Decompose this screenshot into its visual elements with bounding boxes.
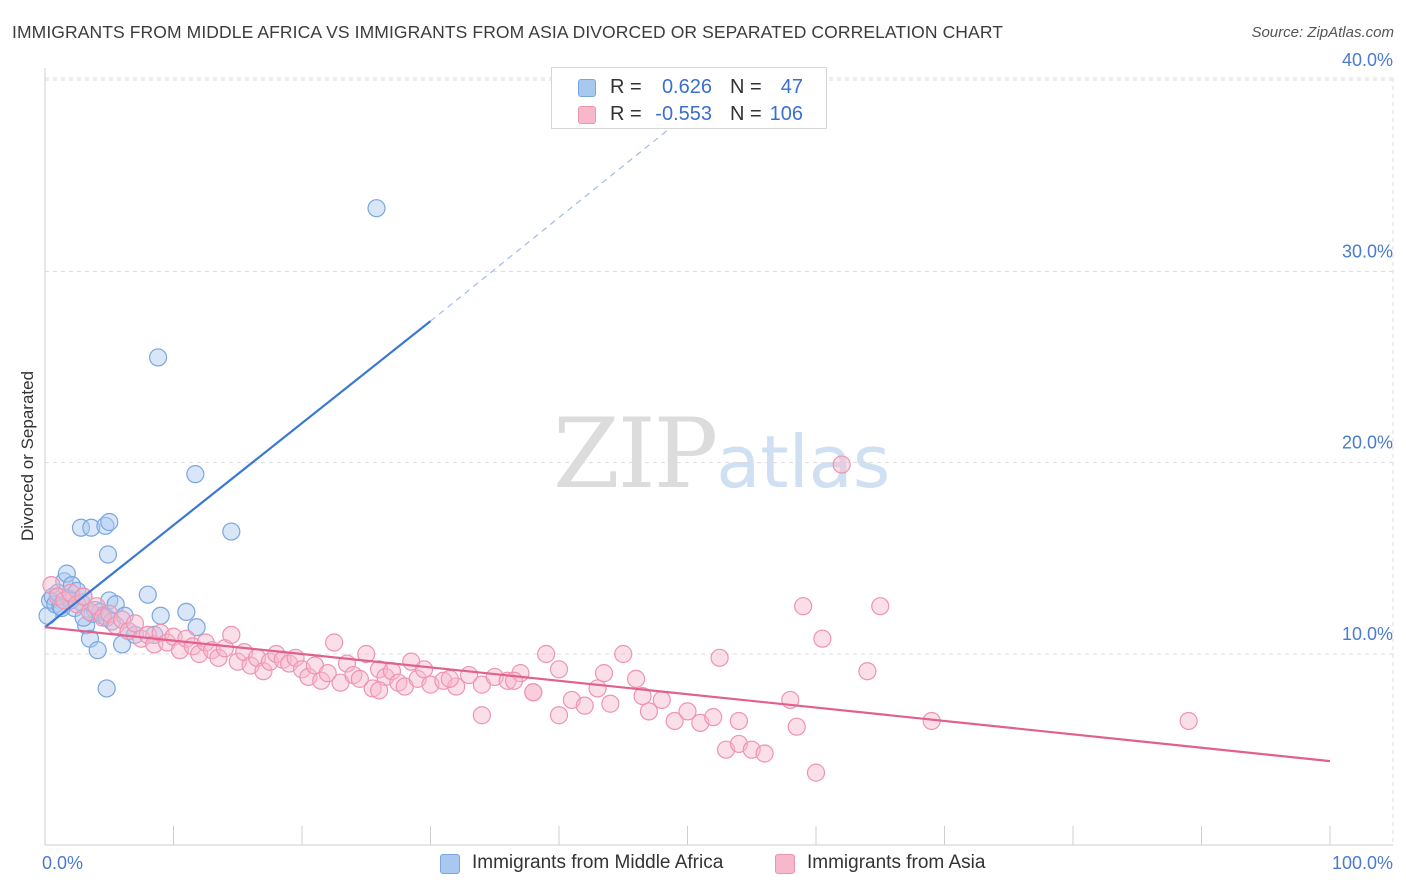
y-tick-label: 30.0%	[1342, 241, 1393, 261]
data-point	[633, 686, 652, 706]
y-tick-label: 10.0%	[1342, 624, 1393, 644]
data-point	[100, 512, 119, 532]
data-point	[594, 664, 614, 683]
data-point	[678, 702, 697, 721]
data-point	[614, 644, 633, 664]
data-point	[1179, 711, 1198, 731]
series-asia	[42, 455, 1198, 782]
data-point	[794, 597, 813, 616]
data-point	[537, 644, 556, 664]
series-layer	[38, 199, 1198, 782]
data-point	[367, 199, 386, 218]
data-point	[871, 597, 890, 616]
trend-line	[44, 626, 1331, 763]
data-point	[62, 576, 82, 595]
data-point	[652, 690, 671, 710]
stats-legend-row-middle-africa: R = 0.626 N = 47	[552, 75, 826, 101]
data-point	[787, 717, 806, 736]
data-point	[138, 585, 157, 604]
legend-r-label: R =	[610, 103, 642, 125]
data-point	[710, 648, 729, 667]
legend-swatch-asia	[775, 854, 795, 874]
data-point	[370, 681, 389, 700]
watermark-zip: ZIP	[553, 398, 718, 510]
data-point	[97, 679, 116, 698]
data-point	[71, 518, 91, 537]
stats-legend: R = 0.626 N = 47 R = -0.553 N = 106	[551, 67, 827, 129]
data-point	[832, 455, 851, 474]
source-label: Source: ZipAtlas.com	[1251, 24, 1394, 41]
data-point	[148, 348, 168, 367]
trend-line	[44, 320, 432, 629]
data-point	[414, 660, 434, 679]
data-point	[363, 679, 382, 698]
legend-r-label: R =	[610, 76, 642, 98]
data-point	[575, 696, 594, 715]
tick-labels: 10.0% 20.0% 30.0% 40.0% 0.0% 100.0%	[42, 50, 1393, 873]
data-point	[858, 662, 877, 681]
trend-line-extension	[430, 92, 714, 322]
data-point	[209, 648, 228, 667]
legend-r-value: -0.553	[655, 103, 712, 125]
data-point	[626, 669, 646, 688]
data-point	[704, 708, 723, 727]
data-point	[729, 711, 749, 731]
data-point	[588, 679, 607, 698]
chart-title: IMMIGRANTS FROM MIDDLE AFRICA VS IMMIGRA…	[12, 22, 1004, 42]
data-point	[350, 669, 369, 688]
data-point	[325, 633, 344, 652]
trend-layer	[44, 92, 1331, 763]
data-point	[57, 564, 76, 583]
legend-swatch-middle-africa	[440, 854, 460, 874]
data-point	[222, 625, 241, 644]
data-point	[549, 706, 569, 725]
watermark-atlas: atlas	[716, 420, 891, 504]
data-point	[806, 763, 826, 782]
series-middle-africa	[38, 199, 386, 698]
data-point	[639, 702, 659, 721]
data-point	[318, 664, 337, 683]
data-point	[813, 629, 832, 648]
legend-n-label: N =	[730, 103, 762, 125]
data-point	[665, 711, 684, 731]
y-tick-label: 40.0%	[1342, 50, 1393, 70]
data-point	[601, 694, 620, 713]
data-point	[222, 522, 241, 541]
legend-n-value: 47	[780, 76, 803, 98]
legend-n-value: 106	[769, 103, 803, 125]
grid-lines	[45, 77, 1394, 845]
data-point	[472, 706, 491, 725]
data-point	[524, 683, 543, 702]
legend-r-value: 0.626	[661, 76, 712, 98]
y-tick-label: 20.0%	[1342, 433, 1393, 453]
data-point	[187, 618, 206, 637]
x-tick-label: 0.0%	[42, 853, 83, 873]
data-point	[125, 614, 145, 633]
axes	[44, 68, 1393, 846]
data-point	[98, 545, 118, 564]
data-point	[254, 662, 273, 681]
data-point	[357, 644, 376, 664]
legend-swatch-asia	[578, 106, 596, 124]
data-point	[82, 518, 101, 537]
data-point	[42, 576, 61, 595]
data-point	[151, 606, 170, 625]
legend-label-middle-africa: Immigrants from Middle Africa	[472, 852, 724, 873]
data-point	[549, 660, 569, 679]
data-point	[177, 602, 196, 622]
data-point	[186, 465, 205, 484]
legend-label-asia: Immigrants from Asia	[807, 852, 986, 873]
stats-legend-row-asia: R = -0.553 N = 106	[552, 102, 826, 128]
watermark: ZIPatlas	[553, 398, 890, 510]
legend-swatch-middle-africa	[578, 79, 596, 97]
data-point	[440, 669, 459, 688]
data-point	[88, 641, 107, 660]
data-point	[755, 744, 774, 763]
legend-n-label: N =	[730, 76, 762, 98]
x-tick-label: 100.0%	[1332, 853, 1393, 873]
y-axis-label: Divorced or Separated	[18, 371, 37, 541]
